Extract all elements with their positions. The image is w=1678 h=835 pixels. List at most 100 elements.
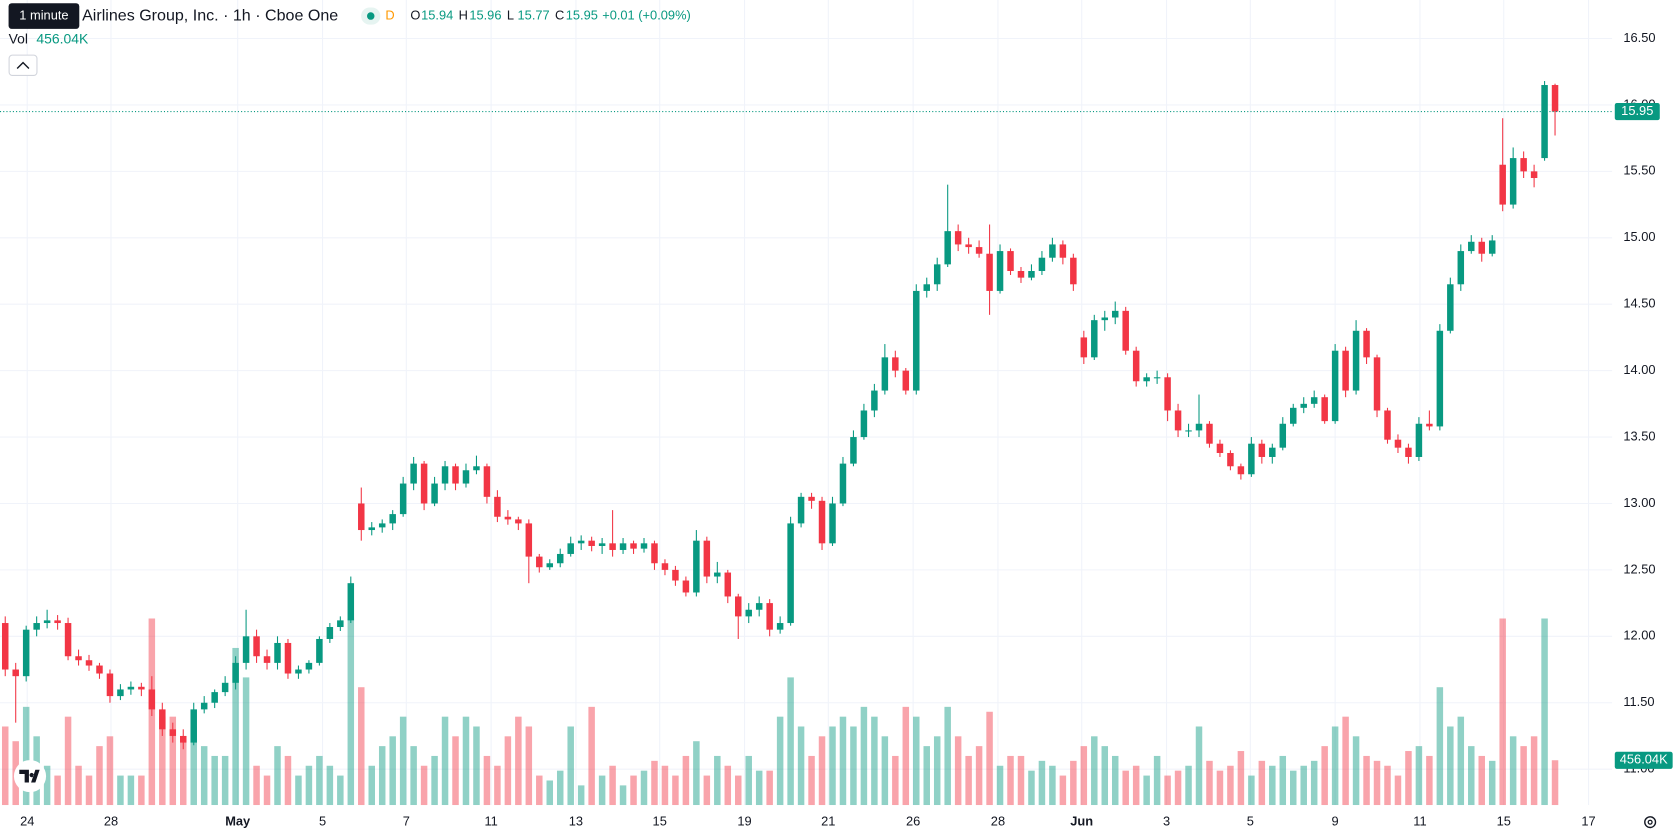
volume-bar: [1122, 770, 1129, 806]
candle-body: [1551, 85, 1559, 112]
candle-body: [232, 662, 239, 683]
volume-bar: [1499, 618, 1506, 806]
volume-bar: [1111, 755, 1119, 806]
candle-body: [1279, 423, 1287, 448]
candle-body: [1499, 164, 1506, 205]
volume-bar: [1541, 618, 1548, 806]
volume-bar: [1038, 760, 1046, 806]
candle-body: [1415, 423, 1423, 457]
volume-bar: [462, 716, 470, 806]
x-tick-label: 13: [569, 814, 583, 829]
volume-bar: [1488, 760, 1496, 806]
volume-value: 456.04K: [36, 30, 89, 46]
volume-bar: [22, 706, 30, 806]
volume-bar: [54, 775, 61, 806]
y-tick-label: 15.00: [1623, 229, 1655, 244]
volume-bar: [190, 726, 197, 806]
candle-body: [1541, 85, 1548, 159]
candle-body: [64, 623, 72, 657]
volume-bar: [1101, 746, 1109, 806]
tooltip: 1 minute: [19, 7, 68, 22]
candle-body: [1101, 317, 1109, 321]
volume-bar: [714, 755, 721, 806]
volume-bar: [672, 775, 679, 806]
candle-body: [1436, 330, 1444, 427]
last-price-tag: [1614, 103, 1660, 121]
volume-bar: [399, 716, 407, 806]
volume-bar: [515, 716, 522, 806]
candle-body: [724, 572, 732, 597]
volume-bar: [682, 755, 690, 806]
volume-bar: [1436, 687, 1444, 806]
volume-bar: [1, 726, 9, 806]
volume-bar: [1394, 775, 1402, 806]
volume-bar: [776, 716, 784, 806]
volume-bar: [975, 746, 983, 806]
volume-bar: [1007, 755, 1014, 806]
candle-body: [1258, 443, 1266, 457]
volume-bar: [1070, 760, 1077, 806]
candle-body: [619, 543, 627, 550]
volume-bar: [661, 765, 669, 806]
settings-icon-center: [1647, 819, 1653, 825]
candle-body: [452, 466, 459, 484]
candle-body: [546, 563, 554, 568]
candle-body: [1143, 377, 1150, 382]
volume-bar: [221, 755, 229, 806]
volume-bar: [546, 780, 554, 806]
candle-body: [944, 231, 951, 265]
change: +0.01 (+0.09%): [602, 7, 691, 22]
volume-bar: [818, 736, 826, 806]
candle-body: [1405, 447, 1412, 457]
candle-body: [996, 251, 1004, 291]
x-tick-label: 3: [1163, 814, 1170, 829]
candle-body: [117, 689, 124, 697]
candle-body: [305, 662, 313, 670]
volume-title: Vol: [9, 30, 28, 46]
collapse-button[interactable]: [8, 54, 38, 77]
volume-bar: [1059, 775, 1067, 806]
volume-bar: [326, 765, 334, 806]
volume-bar: [284, 755, 292, 806]
candle-body: [22, 629, 30, 677]
ohlc-key: H: [459, 7, 468, 22]
volume-bar: [996, 765, 1004, 806]
candle-body: [776, 623, 784, 630]
candle-body: [1111, 310, 1119, 318]
volume-bar: [1174, 770, 1182, 806]
candle-body: [515, 519, 522, 524]
volume-bar: [787, 677, 794, 806]
x-tick-label: 5: [1247, 814, 1254, 829]
candle-body: [399, 483, 407, 515]
volume-bar: [347, 618, 355, 806]
chart-title: American Airlines Group, Inc. · 1h · Cbo…: [11, 6, 339, 24]
candle-body: [159, 709, 166, 730]
candle-body: [431, 483, 438, 504]
candle-body: [829, 503, 836, 544]
candle-body: [441, 466, 449, 484]
volume-bar: [305, 765, 313, 806]
volume-bar: [420, 765, 428, 806]
candle-body: [127, 686, 135, 690]
y-tick-label: 13.00: [1623, 495, 1655, 510]
volume-bar: [389, 736, 396, 806]
volume-bar: [43, 765, 51, 806]
volume-bar: [127, 775, 135, 806]
candle-body: [1059, 244, 1067, 258]
candle-body: [347, 583, 355, 621]
candle-body: [274, 642, 281, 663]
candle-body: [588, 540, 595, 546]
candle-body: [473, 466, 480, 471]
volume-bar: [944, 706, 951, 806]
volume-bar: [609, 765, 616, 806]
volume-bar: [180, 736, 187, 806]
settings-icon[interactable]: [1644, 816, 1657, 829]
candle-body: [860, 410, 868, 438]
x-tick-label: 17: [1581, 814, 1595, 829]
candle-body: [1373, 357, 1381, 411]
volume-bar: [651, 760, 658, 806]
candle-body: [640, 543, 648, 549]
badge: D: [385, 7, 394, 22]
volume-bar: [106, 736, 114, 806]
volume-bar: [1195, 726, 1203, 806]
